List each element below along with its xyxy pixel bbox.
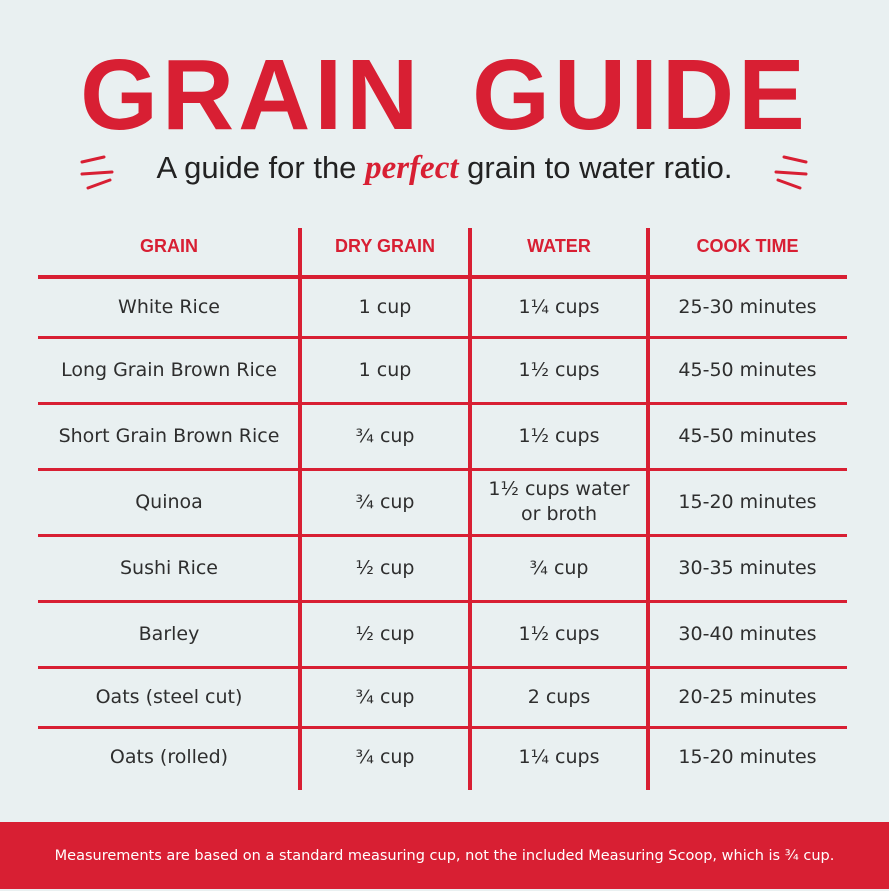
subtitle-text: grain to water ratio.: [467, 150, 733, 185]
row-divider: [38, 534, 847, 537]
table-cell: 20-25 minutes: [678, 685, 817, 708]
table-cell: 1¼ cups: [518, 745, 600, 768]
column-header: WATER: [527, 235, 591, 256]
table-cell: Barley: [138, 622, 200, 645]
table-cell: 1 cup: [358, 295, 412, 318]
table-cell: Sushi Rice: [120, 556, 218, 579]
row-divider: [38, 336, 847, 339]
table-cell: 1½ cups water or broth: [488, 478, 630, 525]
table-cell: Oats (steel cut): [95, 685, 243, 708]
table-cell: ¾ cup: [355, 685, 415, 708]
subtitle-emphasis: perfect: [365, 150, 459, 186]
footer-bar: [0, 822, 889, 889]
footer-note: Measurements are based on a standard mea…: [54, 847, 835, 864]
header-divider: [38, 275, 847, 279]
table-cell: 15-20 minutes: [678, 745, 817, 768]
column-header: DRY GRAIN: [334, 235, 435, 256]
decoration: [80, 155, 808, 190]
row-divider: [38, 468, 847, 471]
row-divider: [38, 726, 847, 729]
table-cell: 2 cups: [527, 685, 591, 708]
row-divider: [38, 600, 847, 603]
table-cell: 30-35 minutes: [678, 556, 817, 579]
subtitle: A guide for the perfect grain to water r…: [0, 148, 889, 188]
table-cell: 1¼ cups: [518, 295, 600, 318]
table-cell: White Rice: [118, 295, 220, 318]
table-cell: ¾ cup: [355, 745, 415, 768]
table-cell: ½ cup: [355, 556, 415, 579]
table-cell: Quinoa: [135, 490, 203, 513]
column-header: GRAIN: [140, 235, 198, 256]
row-divider: [38, 666, 847, 669]
subtitle-text: A guide for the: [156, 150, 357, 185]
column-divider: [468, 228, 472, 790]
table-cell: ½ cup: [355, 622, 415, 645]
column-header: COOK TIME: [696, 235, 799, 256]
table-cell: 25-30 minutes: [678, 295, 817, 318]
table-cell: 1½ cups: [518, 424, 600, 447]
row-divider: [38, 402, 847, 405]
title: GRAIN GUIDE: [80, 39, 809, 151]
table-cell: 45-50 minutes: [678, 424, 817, 447]
table-cell: 1½ cups: [518, 358, 600, 381]
table-cell: 45-50 minutes: [678, 358, 817, 381]
table-cell: ¾ cup: [529, 556, 589, 579]
table-cell: ¾ cup: [355, 490, 415, 513]
table-cell: Long Grain Brown Rice: [61, 358, 277, 381]
table-cell: 30-40 minutes: [678, 622, 817, 645]
column-divider: [646, 228, 650, 790]
table-cell: 1 cup: [358, 358, 412, 381]
table-cell: ¾ cup: [355, 424, 415, 447]
table-cell: 1½ cups: [518, 622, 600, 645]
table-cell: Oats (rolled): [109, 745, 229, 768]
table-cell: 15-20 minutes: [678, 490, 817, 513]
table-cell: Short Grain Brown Rice: [58, 424, 280, 447]
column-divider: [298, 228, 302, 790]
